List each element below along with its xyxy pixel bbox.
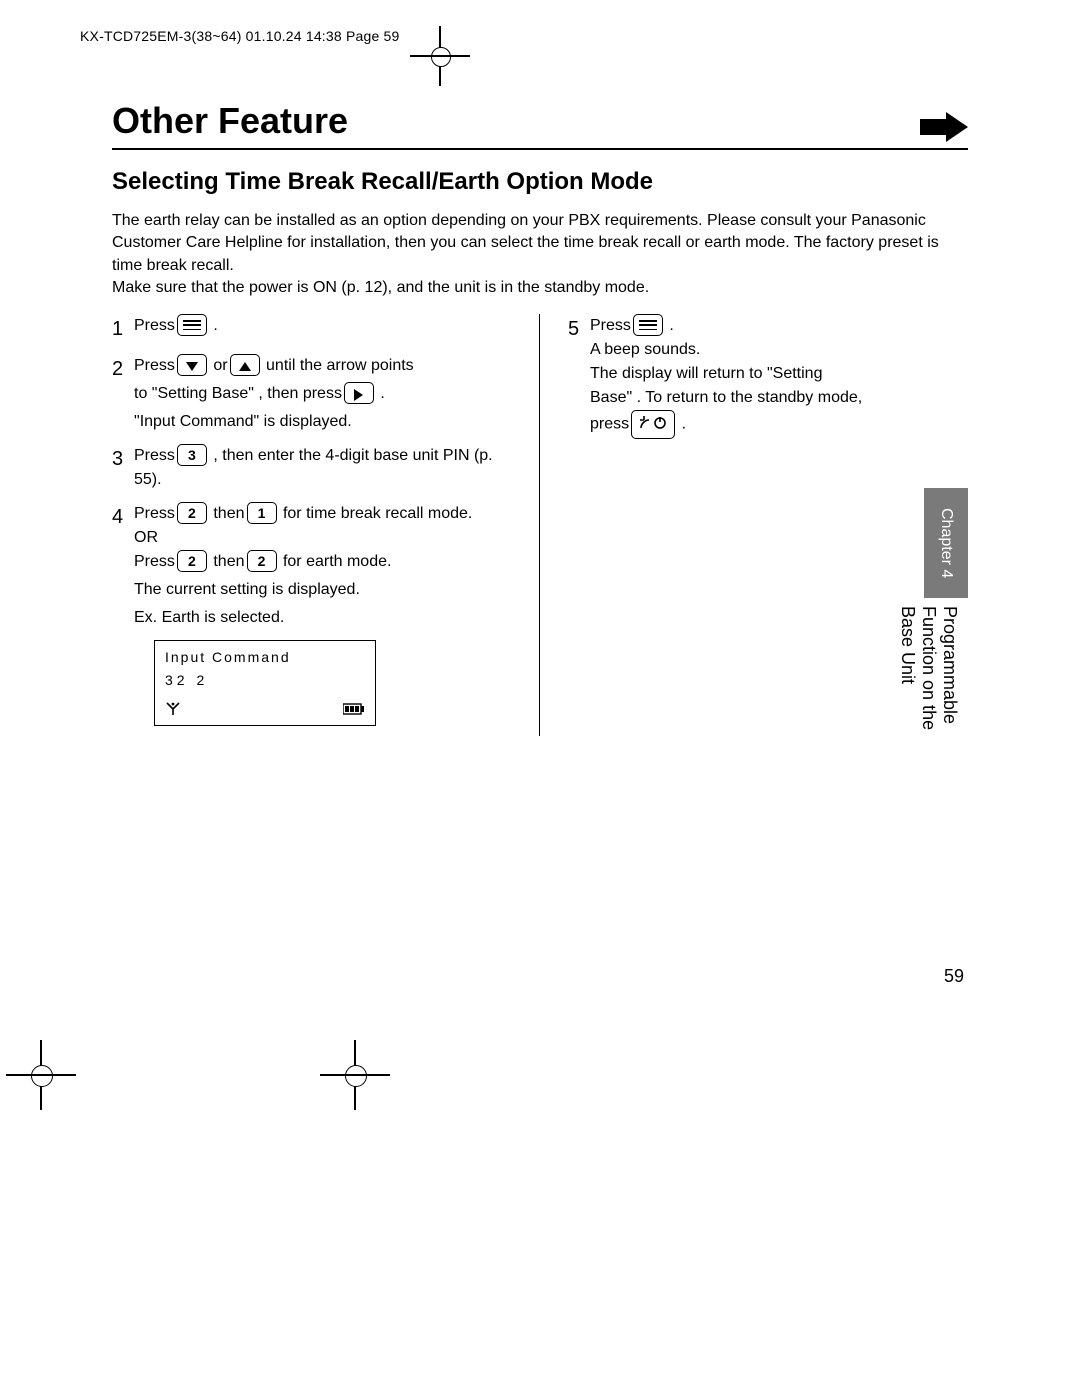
or-text: OR — [134, 526, 511, 550]
step-2: 2 Press or until the arrow points to "Se… — [112, 354, 511, 434]
up-key-icon — [230, 354, 260, 376]
step-text: The current setting is displayed. — [134, 578, 511, 602]
page-number: 59 — [944, 966, 964, 987]
menu-key-icon — [177, 314, 207, 336]
step-text: Ex. Earth is selected. — [134, 606, 511, 630]
display-quote: Setting Base — [157, 385, 248, 402]
step-text: for earth mode. — [279, 553, 392, 570]
chapter-tab: Chapter 4 — [924, 488, 968, 598]
step-number: 4 — [112, 502, 134, 726]
step-5: 5 Press . A beep sounds. The display wil… — [568, 314, 968, 439]
section-heading: Selecting Time Break Recall/Earth Option… — [112, 168, 968, 196]
step-text: . To return to the standby mode, — [632, 389, 862, 406]
step-text: until the arrow points — [262, 357, 414, 374]
step-text: . — [665, 317, 674, 334]
key-1-icon: 1 — [247, 502, 277, 524]
key-2-icon: 2 — [247, 550, 277, 572]
step-text: Press — [134, 447, 175, 464]
registration-mark-left — [6, 1040, 76, 1110]
antenna-icon — [165, 699, 181, 723]
step-1: 1 Press . — [112, 314, 511, 344]
step-text: Press — [134, 505, 175, 522]
step-number: 3 — [112, 444, 134, 492]
step-text: . — [209, 317, 218, 334]
lcd-line-1: Input Command — [165, 647, 365, 668]
registration-mark-mid — [320, 1040, 390, 1110]
menu-key-icon — [633, 314, 663, 336]
step-4: 4 Press2 then1 for time break recall mod… — [112, 502, 511, 726]
display-quote: Base — [590, 389, 626, 406]
step-number: 1 — [112, 314, 134, 344]
right-key-icon — [344, 382, 374, 404]
step-number: 2 — [112, 354, 134, 434]
steps-left-column: 1 Press . 2 Press or until the arrow poi… — [112, 314, 540, 736]
step-text: The display will return to — [590, 365, 767, 382]
step-text: , then press — [254, 385, 342, 402]
continue-arrow-icon — [920, 112, 968, 142]
display-quote: Setting — [773, 365, 823, 382]
print-slug: KX-TCD725EM-3(38~64) 01.10.24 14:38 Page… — [80, 28, 400, 44]
step-text: Press — [134, 357, 175, 374]
key-2-icon: 2 — [177, 502, 207, 524]
chapter-side-label: Programmable Function on the Base Unit — [897, 606, 960, 736]
intro-text-1: The earth relay can be installed as an o… — [112, 210, 968, 277]
step-text: . — [677, 415, 686, 432]
down-key-icon — [177, 354, 207, 376]
registration-mark-top — [410, 26, 470, 86]
step-text: Press — [134, 317, 175, 334]
step-number: 5 — [568, 314, 590, 439]
key-2-icon: 2 — [177, 550, 207, 572]
intro-paragraph: The earth relay can be installed as an o… — [112, 210, 968, 300]
key-3-icon: 3 — [177, 444, 207, 466]
display-quote: Input Command — [140, 413, 254, 430]
page-content: Other Feature Selecting Time Break Recal… — [112, 100, 968, 736]
step-text: A beep sounds. — [590, 338, 968, 362]
lcd-line-2: 32 2 — [165, 670, 365, 691]
intro-text-2: Make sure that the power is ON (p. 12), … — [112, 277, 968, 299]
step-text: press — [590, 415, 629, 432]
step-text: to — [134, 385, 152, 402]
battery-icon — [343, 699, 365, 723]
step-text: then — [209, 553, 245, 570]
step-text: Press — [590, 317, 631, 334]
step-text: then — [209, 505, 245, 522]
step-text: or — [209, 357, 228, 374]
step-3: 3 Press3 , then enter the 4-digit base u… — [112, 444, 511, 492]
page-title: Other Feature — [112, 100, 348, 142]
manual-page: KX-TCD725EM-3(38~64) 01.10.24 14:38 Page… — [0, 0, 1080, 1397]
step-text: Press — [134, 553, 175, 570]
step-text: . — [376, 385, 385, 402]
step-text: for time break recall mode. — [279, 505, 473, 522]
lcd-display-example: Input Command 32 2 — [154, 640, 376, 726]
power-off-key-icon — [631, 410, 675, 439]
step-text: is displayed. — [259, 413, 352, 430]
